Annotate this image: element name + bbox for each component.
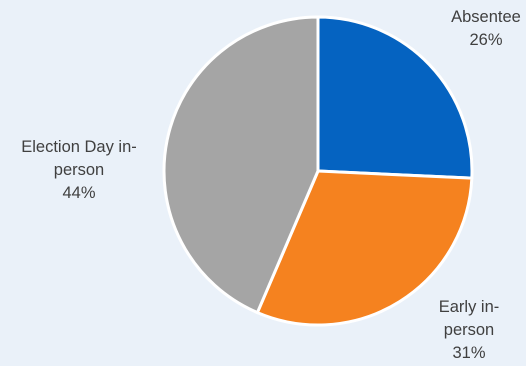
pie-slice-early-in-person bbox=[255, 169, 474, 327]
pie-slice-absentee bbox=[316, 15, 474, 180]
slice-label-early-in-person-line-2: person bbox=[443, 321, 495, 339]
slice-label-early-in-person-value: 31% bbox=[452, 344, 486, 362]
slice-label-absentee: Absentee 26% bbox=[430, 6, 526, 52]
pie-slice-election-day-in-person bbox=[162, 15, 320, 315]
slice-label-early-in-person: Early in- person 31% bbox=[413, 296, 525, 365]
slice-label-election-day-in-person-line-1: Election Day in- bbox=[21, 138, 137, 156]
slice-label-election-day-in-person-value: 44% bbox=[62, 184, 96, 202]
slice-label-absentee-line-1: Absentee bbox=[451, 8, 521, 26]
slice-label-early-in-person-line-1: Early in- bbox=[438, 298, 500, 316]
slice-label-absentee-value: 26% bbox=[469, 31, 503, 49]
slice-label-election-day-in-person: Election Day in- person 44% bbox=[4, 136, 154, 205]
slice-label-election-day-in-person-line-2: person bbox=[53, 161, 105, 179]
